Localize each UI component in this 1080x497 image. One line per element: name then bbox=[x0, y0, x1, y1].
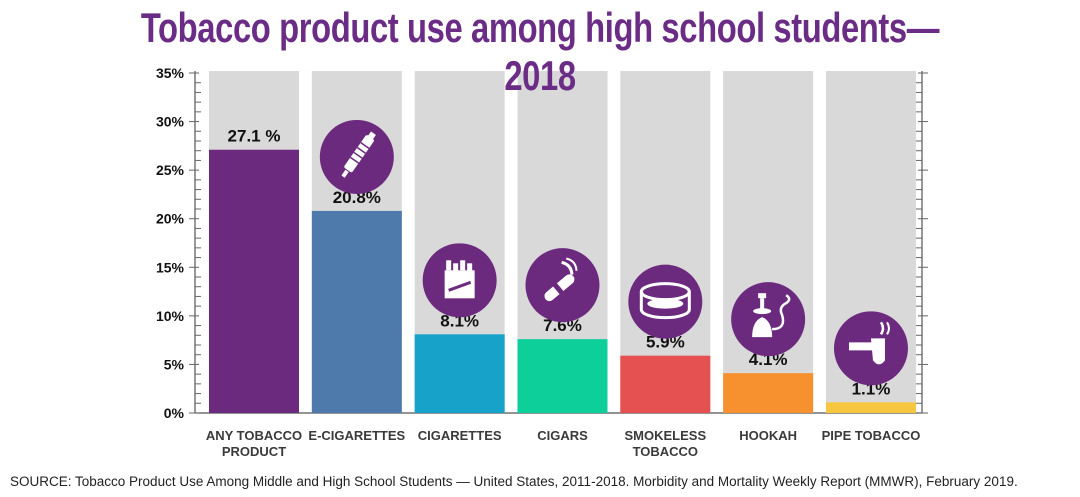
cigarette-pack-icon bbox=[422, 243, 497, 318]
value-label: 5.9% bbox=[646, 333, 685, 352]
hookah-icon bbox=[731, 282, 806, 357]
x-category-label: CIGARS bbox=[537, 428, 588, 443]
bar bbox=[311, 210, 402, 413]
value-label: 1.1% bbox=[852, 379, 891, 398]
value-label: 8.1% bbox=[440, 311, 479, 330]
y-tick-label: 30% bbox=[156, 114, 185, 130]
x-category-label: E-CIGARETTES bbox=[308, 428, 405, 443]
x-category-label: SMOKELESS TOBACCO bbox=[625, 428, 707, 459]
chart-title: Tobacco product use among high school st… bbox=[140, 4, 940, 99]
e-cigarette-icon bbox=[319, 119, 394, 194]
bar bbox=[723, 373, 814, 413]
value-label: 27.1 % bbox=[228, 127, 281, 146]
x-category-label: HOOKAH bbox=[739, 428, 797, 443]
value-label: 20.8% bbox=[333, 188, 381, 207]
bar bbox=[620, 355, 711, 413]
x-category-label: CIGARETTES bbox=[418, 428, 502, 443]
bar bbox=[517, 339, 608, 413]
pipe-icon bbox=[833, 311, 908, 386]
x-category-label: ANY TOBACCO PRODUCT bbox=[206, 428, 302, 459]
y-tick-label: 15% bbox=[156, 259, 185, 275]
y-tick-label: 25% bbox=[156, 162, 185, 178]
y-tick-label: 0% bbox=[164, 405, 185, 421]
smokeless-tobacco-tin-icon bbox=[628, 264, 703, 339]
y-tick-label: 10% bbox=[156, 308, 185, 324]
bar bbox=[825, 402, 916, 413]
x-category-label: PIPE TOBACCO bbox=[822, 428, 921, 443]
y-tick-label: 35% bbox=[156, 65, 185, 81]
value-label: 4.1% bbox=[749, 350, 788, 369]
y-tick-label: 5% bbox=[164, 356, 185, 372]
source-note: SOURCE: Tobacco Product Use Among Middle… bbox=[10, 474, 1018, 489]
value-label: 7.6% bbox=[543, 316, 582, 335]
bar bbox=[414, 334, 505, 413]
cigar-icon bbox=[525, 248, 600, 323]
bar bbox=[209, 149, 299, 413]
y-tick-label: 20% bbox=[156, 211, 185, 227]
